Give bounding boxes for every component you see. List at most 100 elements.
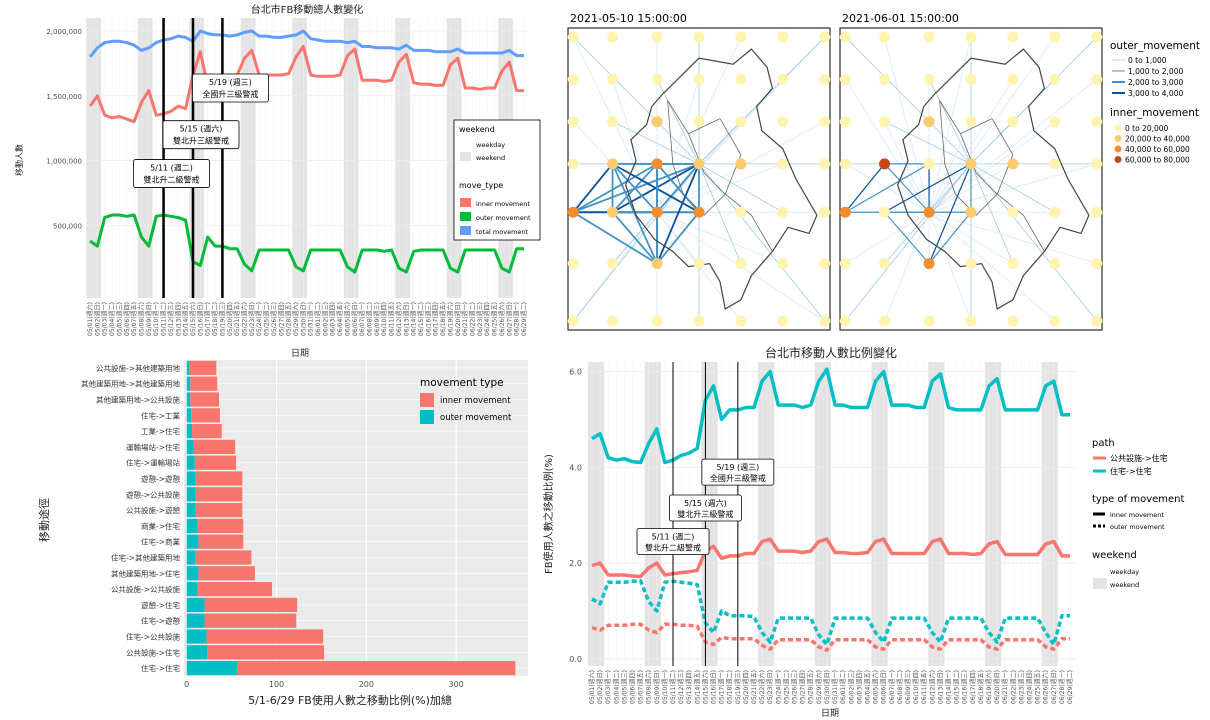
map-node — [777, 31, 789, 43]
map-node — [1007, 158, 1019, 170]
map-edge-strong — [611, 163, 658, 213]
map-edge-strong — [844, 163, 930, 213]
bar-inner — [191, 408, 220, 423]
map-edge — [844, 36, 972, 165]
map-edge-strong — [572, 163, 614, 213]
x-tick-label: 100 — [269, 680, 284, 689]
annotation-line2: 雙北升三級警戒 — [173, 136, 229, 146]
map-edge — [928, 121, 1056, 213]
map-edge-strong — [656, 211, 700, 265]
x-tick-label: 06/06(週日) — [351, 302, 359, 336]
map-node — [879, 258, 891, 270]
legend-label: outer movement — [440, 413, 512, 423]
map-panel-title: 2021-06-01 15:00:00 — [842, 12, 959, 25]
map-edge — [928, 211, 1056, 322]
bar-outer — [186, 597, 205, 613]
annotation-box — [669, 494, 742, 522]
map-edge-strong — [884, 163, 930, 213]
legend-title: movement type — [420, 377, 504, 389]
map-node — [923, 73, 935, 85]
bar-outer — [186, 518, 198, 534]
map-node — [777, 206, 789, 218]
map-node — [819, 116, 831, 128]
x-tick-label: 05/13(週四) — [685, 670, 693, 704]
map-node — [777, 258, 789, 270]
y-tick-label: 公共設施->其他建築用地 — [96, 363, 180, 373]
y-axis-title: 移動人數 — [14, 144, 24, 176]
y-tick-label: 住宅->運輸場站 — [126, 458, 180, 468]
map-node — [1049, 315, 1061, 327]
x-tick-label: 05/29(週六) — [815, 670, 823, 704]
bar-outer — [186, 502, 196, 518]
x-tick-label: 05/20(週四) — [742, 670, 750, 704]
y-tick-label: 公共設施->住宅 — [126, 647, 180, 657]
map-node — [735, 315, 747, 327]
legend-inner-label: 20,000 to 40,000 — [1125, 135, 1190, 144]
x-tick-label: 05/28(週五) — [285, 302, 293, 336]
x-tick-label: 05/24(週一) — [774, 670, 782, 704]
x-tick-label: 06/25(週五) — [491, 302, 499, 336]
bar-outer — [186, 392, 191, 407]
x-tick-label: 06/07(週一) — [888, 670, 896, 704]
map-node — [1091, 315, 1103, 327]
total-movement-chart: 2,000,000 1,500,000 1,000,000 500,000 5/11 (… — [14, 3, 541, 359]
legend-key-2 — [460, 226, 471, 235]
map-edge-strong — [884, 211, 930, 264]
y-axis-title: 移動途徑 — [37, 498, 51, 542]
x-tick-label: 06/26(週六) — [1042, 670, 1050, 704]
x-tick-label: 06/09(週三) — [904, 670, 912, 704]
bar-inner — [193, 439, 236, 455]
x-tick-label: 06/15(週二) — [417, 302, 425, 336]
x-tick-label: 06/08(週二) — [366, 302, 374, 336]
map-node — [693, 258, 705, 270]
legend-inner-label: 0 to 20,000 — [1125, 124, 1169, 133]
annotation-line2: 雙北升二級警戒 — [144, 175, 200, 185]
map-node — [839, 31, 851, 43]
x-tick-label: 05/31(週一) — [831, 670, 839, 704]
x-tick-label: 06/10(週四) — [912, 670, 920, 704]
y-tick-label: 工業->住宅 — [141, 426, 180, 436]
x-tick-label: 06/26(週六) — [498, 302, 506, 336]
legend-outer-label: 2,000 to 3,000 — [1128, 78, 1183, 87]
map-node — [965, 258, 977, 270]
x-tick-label: 05/23(週日) — [766, 670, 774, 704]
map-node — [651, 315, 663, 327]
map-edge — [884, 121, 930, 213]
bar-outer — [186, 629, 207, 644]
x-tick-label: 05/16(週日) — [710, 670, 718, 704]
legend-inner-label: 60,000 to 80,000 — [1125, 156, 1190, 165]
map-edge-strong — [928, 211, 972, 264]
map-edge — [928, 78, 1098, 213]
map-node — [923, 258, 935, 270]
legend-key-1 — [460, 212, 471, 221]
x-tick-label: 05/22(週六) — [758, 670, 766, 704]
map-node — [819, 158, 831, 170]
bar-outer — [186, 471, 196, 486]
legend-label-weekend: weekend — [476, 154, 505, 162]
x-tick-label: 06/14(週一) — [944, 670, 952, 704]
map-node — [651, 258, 663, 270]
map-node — [607, 206, 619, 218]
x-tick-label: 0 — [184, 680, 189, 689]
x-tick-label: 06/02(週三) — [847, 670, 855, 704]
map-edge — [928, 79, 1014, 213]
bar-inner — [195, 502, 243, 518]
x-tick-label: 06/12(週六) — [928, 670, 936, 704]
map-node — [839, 315, 851, 327]
map-edge — [884, 36, 930, 213]
legend-title-inner: inner_movement — [1110, 107, 1199, 119]
x-tick-label: 05/23(週日) — [248, 302, 256, 336]
bar-outer — [186, 439, 194, 455]
legend-label: inner movement — [440, 396, 511, 406]
x-tick-label: 05/26(週三) — [270, 302, 278, 336]
x-tick-label: 06/24(週四) — [1025, 670, 1033, 704]
bar-outer — [186, 408, 192, 423]
bar-outer — [186, 455, 195, 470]
map-panel-1: 2021-06-01 15:00:00 — [839, 12, 1103, 331]
y-tick-label: 住宅->住宅 — [141, 663, 180, 673]
map-edge — [572, 163, 700, 322]
map-edge-strong — [572, 163, 658, 213]
map-edge — [698, 163, 784, 213]
x-tick-label: 06/20(週日) — [993, 670, 1001, 704]
